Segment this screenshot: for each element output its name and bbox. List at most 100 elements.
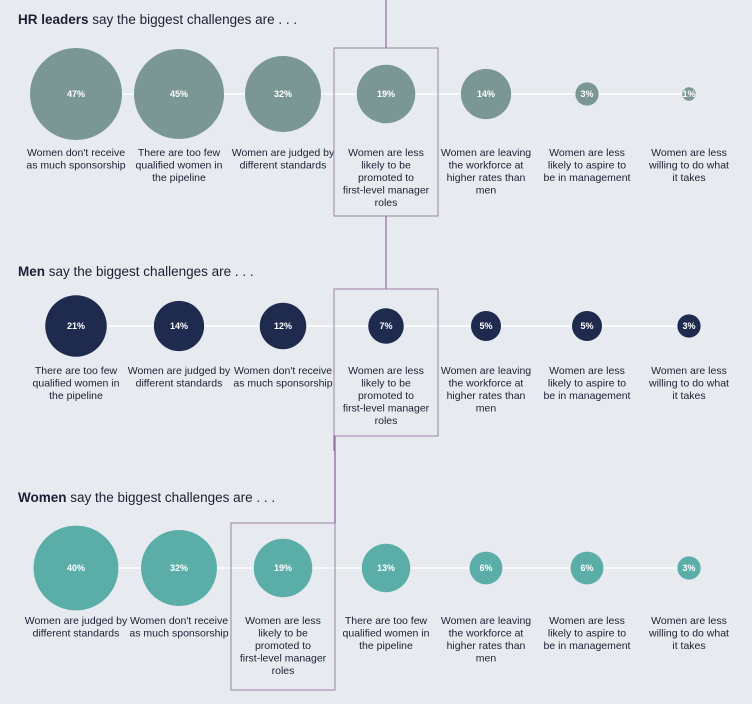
bubble-value-label: 21%	[67, 321, 85, 331]
category-label-line: as much sponsorship	[233, 378, 332, 390]
category-label-line: the workforce at	[449, 378, 524, 390]
category-label: Women are less likely to be promoted to fir…	[343, 147, 430, 209]
category-label-line: the pipeline	[359, 640, 413, 652]
section-title-group: Women	[18, 490, 67, 505]
category-label: Women are judged by different standards	[25, 615, 128, 640]
bubble-value-label: 3%	[580, 89, 593, 99]
category-label-line: Women don't receive	[130, 615, 228, 627]
category-label: Women don't receive as much sponsorship	[26, 147, 125, 172]
category-label-line: be in management	[544, 172, 631, 184]
category-label: Women are leaving the workforce at higher …	[441, 365, 531, 415]
bubble	[575, 82, 599, 106]
category-label-line: first-level manager	[343, 403, 430, 415]
highlight-frame	[230, 522, 336, 691]
category-label-line: promoted to	[358, 172, 414, 184]
category-label-line: Women are less	[549, 147, 625, 159]
category-label: There are too few qualified women in the p…	[136, 147, 223, 184]
bubble	[259, 302, 307, 350]
category-label-line: Women don't receive	[234, 365, 332, 377]
bubble	[253, 538, 313, 598]
bubble	[571, 310, 603, 342]
category-label-line: There are too few	[345, 615, 428, 627]
category-label-line: Women are less	[348, 365, 424, 377]
category-label: Women are less likely to aspire to be in m…	[544, 147, 631, 184]
category-label-line: Women are less	[549, 365, 625, 377]
category-label-line: be in management	[544, 390, 631, 402]
bubble	[30, 48, 122, 140]
bubble-value-label: 40%	[67, 563, 85, 573]
bubble-value-label: 19%	[274, 563, 292, 573]
category-label-line: higher rates than	[447, 172, 526, 184]
bubble	[677, 314, 701, 338]
category-label-line: the workforce at	[449, 628, 524, 640]
bubble	[361, 543, 411, 593]
category-label-line: Women are leaving	[441, 147, 531, 159]
bubble-value-label: 47%	[67, 89, 85, 99]
category-label: Women are less likely to be promoted to fir…	[343, 365, 430, 427]
category-label-line: first-level manager	[343, 185, 430, 197]
section-title: Men say the biggest challenges are . . .	[18, 264, 254, 279]
bubble	[570, 551, 604, 585]
bubble-value-label: 3%	[682, 321, 695, 331]
bubble	[470, 310, 502, 342]
chart-section-1: HR leaders say the biggest challenges ar…	[18, 12, 729, 209]
category-label-line: likely to be	[361, 378, 411, 390]
category-label-line: Women are judged by	[232, 147, 335, 159]
bubble	[682, 87, 696, 101]
section-title-group: HR leaders	[18, 12, 89, 27]
category-label: Women are leaving the workforce at higher …	[441, 147, 531, 197]
category-label-line: roles	[375, 415, 398, 427]
bubble-value-label: 32%	[274, 89, 292, 99]
category-label-line: willing to do what	[648, 378, 729, 390]
category-label-line: higher rates than	[447, 390, 526, 402]
category-label-line: men	[476, 653, 497, 665]
bubble-value-label: 45%	[170, 89, 188, 99]
section-title-rest: say the biggest challenges are . . .	[89, 12, 298, 27]
bubble	[133, 48, 225, 140]
category-label-line: as much sponsorship	[129, 628, 228, 640]
section-title: HR leaders say the biggest challenges ar…	[18, 12, 297, 27]
category-label-line: likely to aspire to	[548, 378, 626, 390]
bubble	[460, 68, 512, 120]
section-title-rest: say the biggest challenges are . . .	[45, 264, 254, 279]
category-label-line: roles	[375, 197, 398, 209]
section-title: Women say the biggest challenges are . .…	[18, 490, 275, 505]
category-label: Women are less likely to aspire to be in m…	[544, 365, 631, 402]
bubble-value-label: 3%	[682, 563, 695, 573]
category-label-line: men	[476, 185, 497, 197]
category-label-line: qualified women in	[343, 628, 430, 640]
category-label-line: Women are less	[651, 365, 727, 377]
category-label-line: likely to be	[258, 628, 308, 640]
category-label-line: roles	[272, 665, 295, 677]
category-label-line: Women are less	[348, 147, 424, 159]
category-label-line: Women are leaving	[441, 615, 531, 627]
bubble-value-label: 6%	[479, 563, 492, 573]
category-label: Women are less willing to do what it takes	[648, 365, 729, 402]
category-label-line: the pipeline	[152, 172, 206, 184]
category-label-line: be in management	[544, 640, 631, 652]
category-label-line: Women are less	[651, 147, 727, 159]
bubble	[245, 56, 321, 132]
category-label: Women are judged by different standards	[128, 365, 231, 390]
category-label-line: Women are judged by	[128, 365, 231, 377]
bubble-value-label: 19%	[377, 89, 395, 99]
bubble-value-label: 32%	[170, 563, 188, 573]
category-label: Women are less likely to be promoted to fir…	[240, 615, 327, 677]
category-label-line: Women are judged by	[25, 615, 128, 627]
category-label-line: the workforce at	[449, 160, 524, 172]
bubble	[33, 525, 119, 611]
category-label-line: Women are leaving	[441, 365, 531, 377]
category-label: Women don't receive as much sponsorship	[129, 615, 228, 640]
category-label-line: higher rates than	[447, 640, 526, 652]
section-title-rest: say the biggest challenges are . . .	[67, 490, 276, 505]
category-label-line: likely to be	[361, 160, 411, 172]
bubble	[153, 300, 205, 352]
category-label-line: it takes	[672, 172, 705, 184]
category-label-line: first-level manager	[240, 653, 327, 665]
bubble	[469, 551, 503, 585]
category-label-line: as much sponsorship	[26, 160, 125, 172]
category-label-line: willing to do what	[648, 628, 729, 640]
bubble	[677, 556, 701, 580]
category-label-line: qualified women in	[33, 378, 120, 390]
category-label-line: promoted to	[255, 640, 311, 652]
